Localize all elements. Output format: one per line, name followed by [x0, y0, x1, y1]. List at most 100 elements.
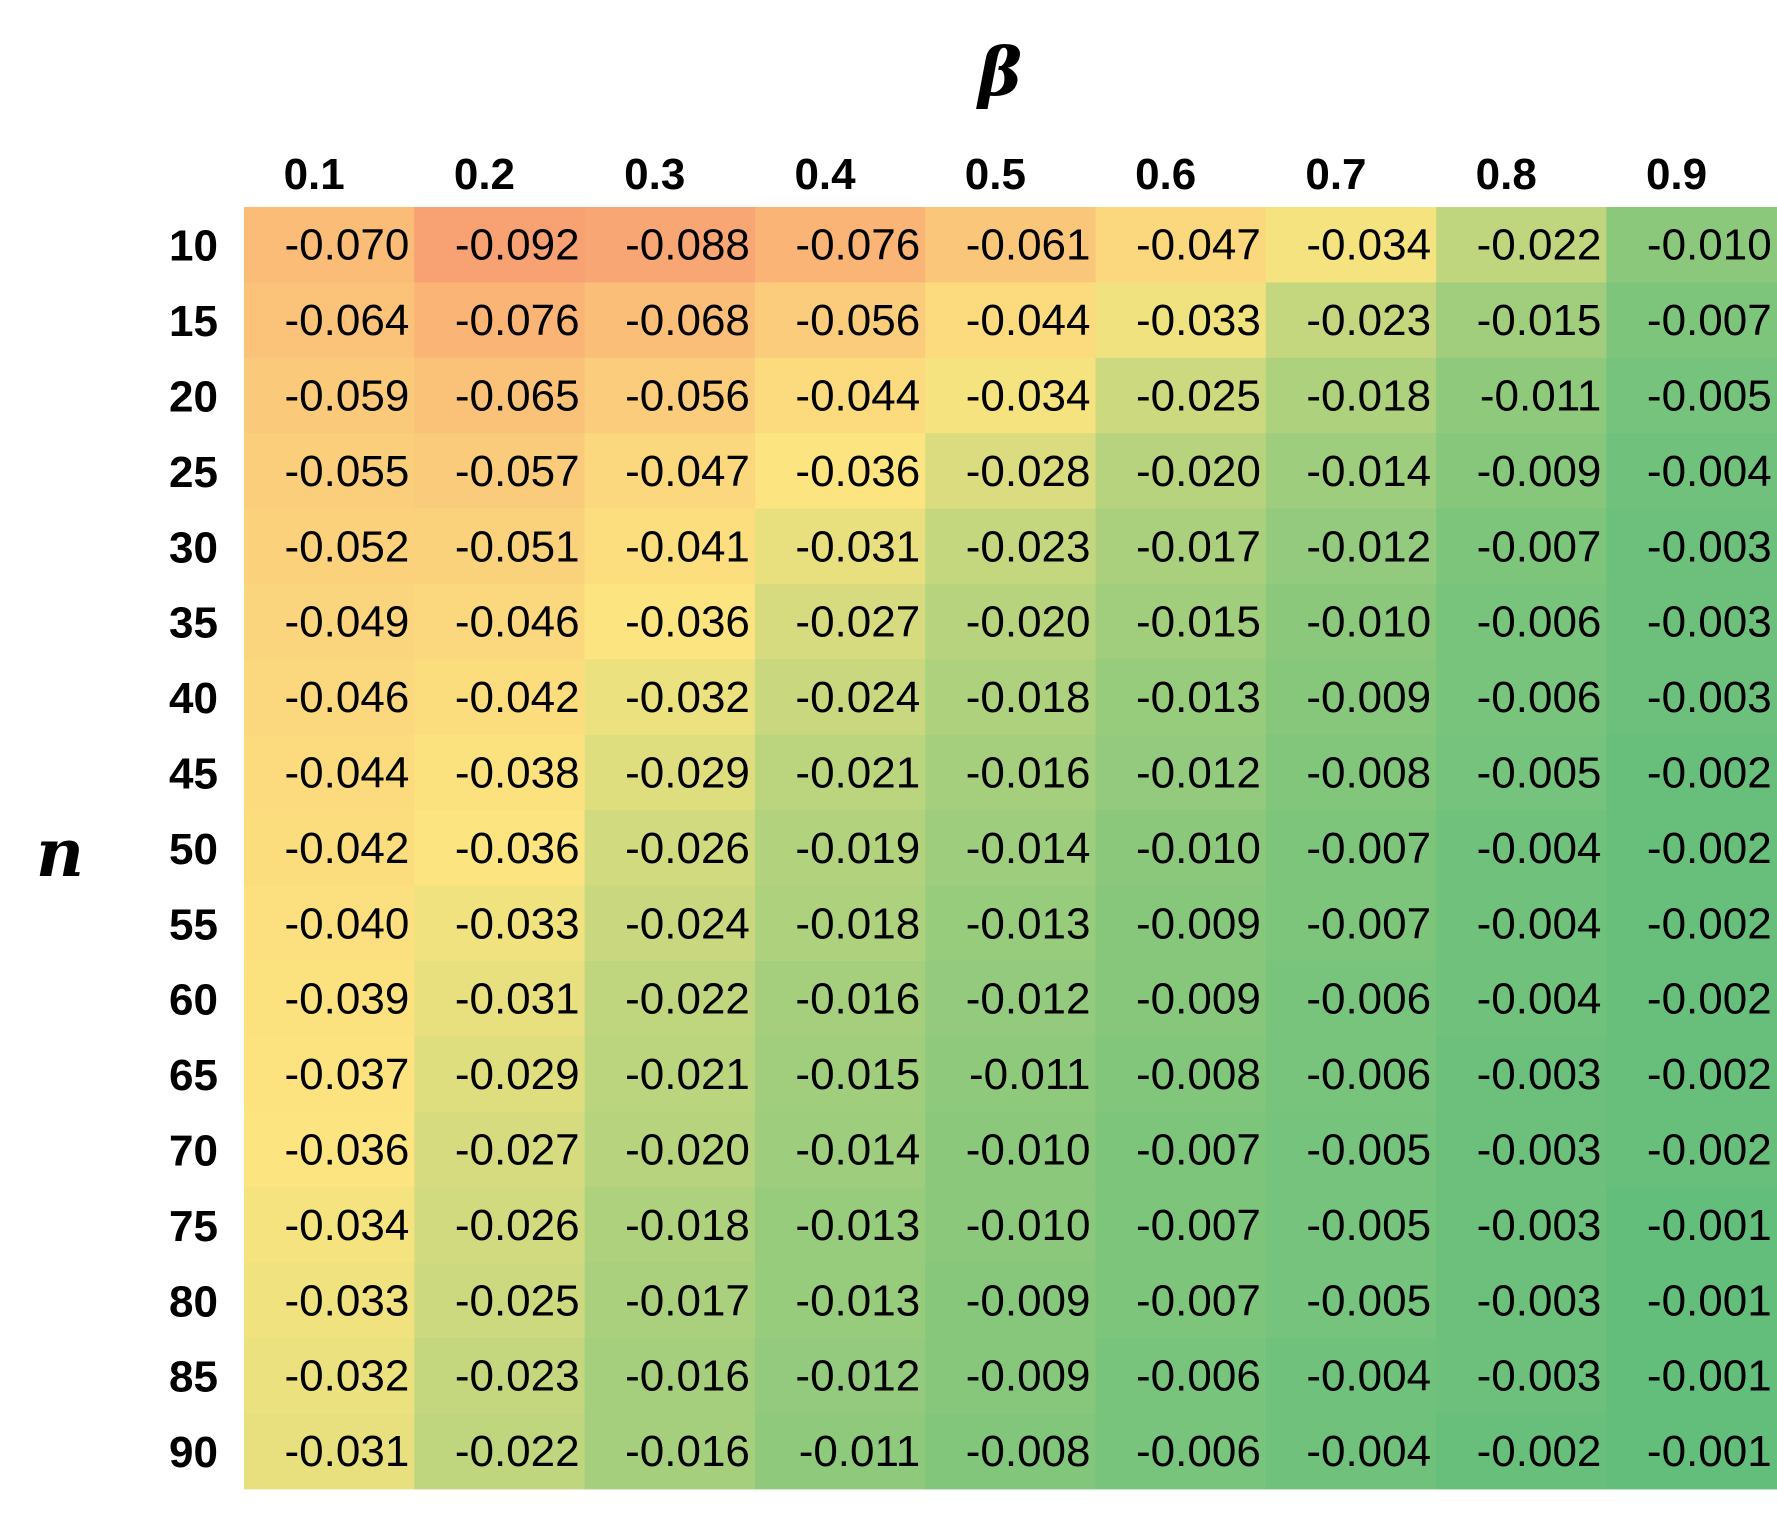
- heatmap-cell: [1436, 1187, 1607, 1264]
- heatmap-cell: [754, 659, 926, 736]
- cell-value-label: -0.068: [625, 296, 750, 345]
- cell-value-label: -0.046: [455, 598, 580, 647]
- y-tick-label: 90: [169, 1428, 218, 1477]
- heatmap-cell: [244, 207, 415, 283]
- cell-value-label: -0.016: [625, 1427, 750, 1476]
- cell-value-label: -0.001: [1647, 1427, 1772, 1476]
- heatmap-cell: [584, 734, 756, 811]
- y-axis-label: n: [36, 814, 84, 892]
- cell-value-label: -0.013: [795, 1276, 920, 1325]
- cell-value-label: -0.006: [1306, 1050, 1431, 1099]
- heatmap-cell: [584, 659, 756, 736]
- cell-value-label: -0.006: [1306, 975, 1431, 1024]
- heatmap-cell: [1606, 1187, 1777, 1264]
- cell-value-label: -0.007: [1306, 824, 1431, 873]
- heatmap-cell: [1436, 659, 1607, 736]
- cell-value-label: -0.014: [795, 1126, 920, 1175]
- cell-value-label: -0.007: [1136, 1276, 1261, 1325]
- cell-value-label: -0.022: [1477, 221, 1602, 270]
- heatmap-cell: [244, 508, 415, 585]
- cell-value-label: -0.024: [625, 899, 750, 948]
- cell-value-label: -0.008: [1136, 1050, 1261, 1099]
- heatmap-cell: [1265, 584, 1437, 660]
- heatmap-cell: [754, 1262, 926, 1339]
- cell-value-label: -0.027: [795, 598, 920, 647]
- cell-value-label: -0.025: [1136, 372, 1261, 421]
- cell-value-label: -0.010: [1647, 221, 1772, 270]
- cell-value-label: -0.036: [625, 598, 750, 647]
- heatmap-cell: [1606, 810, 1777, 887]
- y-tick-label: 70: [169, 1127, 218, 1176]
- cell-value-label: -0.042: [285, 824, 410, 873]
- y-tick-label: 60: [169, 976, 218, 1025]
- heatmap-cell: [1436, 433, 1607, 510]
- heatmap-cell: [925, 282, 1097, 359]
- cell-value-label: -0.005: [1647, 372, 1772, 421]
- heatmap-cell: [925, 584, 1097, 660]
- heatmap-cell: [414, 508, 586, 585]
- heatmap-cell: [584, 508, 756, 585]
- cell-value-label: -0.009: [966, 1276, 1091, 1325]
- cell-value-label: -0.001: [1647, 1352, 1772, 1401]
- cell-value-label: -0.006: [1477, 673, 1602, 722]
- cell-value-label: -0.021: [795, 749, 920, 798]
- heatmap-cell: [754, 282, 926, 359]
- heatmap-cell: [1265, 282, 1437, 359]
- heatmap-cell: [414, 282, 586, 359]
- heatmap-cell: [584, 1338, 756, 1414]
- heatmap-cell: [754, 1187, 926, 1264]
- heatmap-cell: [925, 961, 1097, 1037]
- heatmap-cell-values: -0.070 -0.092 -0.088 -0.076 -0.061 -0.047 -0.0…: [285, 221, 1772, 1476]
- heatmap-cell: [1095, 1111, 1267, 1188]
- heatmap-cell: [1095, 282, 1267, 359]
- heatmap-cell: [925, 1111, 1097, 1188]
- heatmap-cell: [414, 1338, 586, 1414]
- heatmap-cell: [584, 1111, 756, 1188]
- cell-value-label: -0.016: [795, 975, 920, 1024]
- cell-value-label: -0.006: [1136, 1352, 1261, 1401]
- cell-value-label: -0.009: [1306, 673, 1431, 722]
- cell-value-label: -0.015: [1136, 598, 1261, 647]
- heatmap-cell: [1095, 1036, 1267, 1113]
- cell-value-label: -0.004: [1477, 899, 1602, 948]
- cell-value-label: -0.007: [1647, 296, 1772, 345]
- heatmap-cell: [1436, 1111, 1607, 1188]
- heatmap-cell: [1095, 1413, 1267, 1490]
- heatmap-cell: [414, 1187, 586, 1264]
- heatmap-cell: [1265, 433, 1437, 510]
- heatmap-cell: [925, 810, 1097, 887]
- heatmap-cell: [1606, 659, 1777, 736]
- cell-value-label: -0.009: [966, 1352, 1091, 1401]
- heatmap-cell: [414, 734, 586, 811]
- cell-value-label: -0.012: [966, 975, 1091, 1024]
- cell-value-label: -0.034: [966, 372, 1091, 421]
- heatmap-cell: [244, 1413, 415, 1490]
- y-tick-label: 10: [169, 222, 218, 271]
- heatmap-cell: [414, 357, 586, 434]
- heatmap-cell: [1606, 961, 1777, 1037]
- cell-value-label: -0.076: [455, 296, 580, 345]
- x-tick-label: 0.7: [1305, 150, 1366, 199]
- cell-value-label: -0.037: [285, 1050, 410, 1099]
- heatmap-cell: [1436, 207, 1607, 283]
- cell-value-label: -0.044: [285, 749, 410, 798]
- cell-value-label: -0.022: [625, 975, 750, 1024]
- cell-value-label: -0.023: [455, 1352, 580, 1401]
- heatmap-cell: [244, 1187, 415, 1264]
- cell-value-label: -0.003: [1477, 1276, 1602, 1325]
- cell-value-label: -0.056: [795, 296, 920, 345]
- cell-value-label: -0.046: [285, 673, 410, 722]
- cell-value-label: -0.032: [285, 1352, 410, 1401]
- cell-value-label: -0.002: [1647, 1126, 1772, 1175]
- heatmap-cell: [1095, 1262, 1267, 1339]
- cell-value-label: -0.044: [795, 372, 920, 421]
- cell-value-label: -0.049: [285, 598, 410, 647]
- cell-value-label: -0.001: [1647, 1276, 1772, 1325]
- x-tick-label: 0.5: [965, 150, 1026, 199]
- heatmap-cell: [1606, 207, 1777, 283]
- cell-value-label: -0.011: [799, 1427, 921, 1476]
- heatmap-cell: [414, 1036, 586, 1113]
- cell-value-label: -0.029: [455, 1050, 580, 1099]
- heatmap-cell: [925, 357, 1097, 434]
